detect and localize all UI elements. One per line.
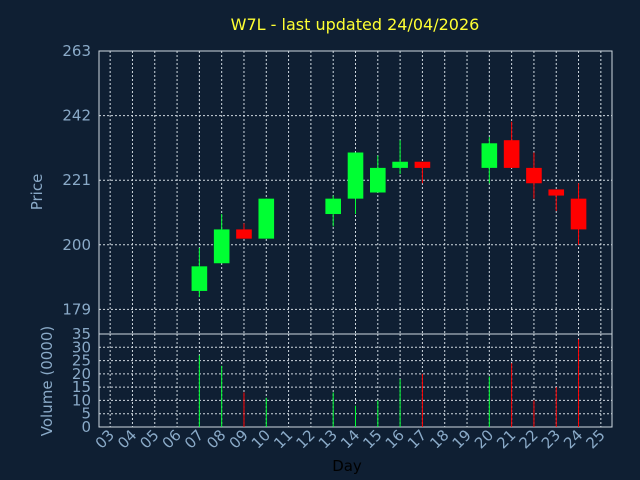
candle-21 <box>503 121 520 168</box>
volume-bars <box>198 339 580 427</box>
volume-tick-label: 15 <box>72 378 91 396</box>
volume-tick-label: 25 <box>72 352 91 370</box>
price-tick-label: 200 <box>62 236 91 254</box>
candle-body <box>369 167 386 193</box>
candle-body <box>414 161 431 168</box>
candle-body <box>481 143 498 168</box>
candle-body <box>325 198 342 215</box>
candle-15 <box>369 155 386 193</box>
price-axis-ticks: 179 200 221 242 263 <box>62 42 91 318</box>
volume-tick-label: 35 <box>72 325 91 343</box>
candle-body <box>236 229 252 239</box>
candle-17 <box>414 161 431 184</box>
volume-tick-label: 20 <box>72 365 91 383</box>
chart-title: W7L - last updated 24/04/2026 <box>231 15 480 34</box>
price-tick-label: 263 <box>62 42 91 60</box>
price-tick-label: 242 <box>62 107 91 125</box>
price-panel: 179 200 221 242 263 Price <box>28 42 613 335</box>
candle-body <box>503 140 520 168</box>
candles <box>191 121 587 298</box>
volume-tick-label: 0 <box>81 418 91 436</box>
candle-23 <box>548 189 565 211</box>
price-tick-label: 179 <box>62 300 91 318</box>
candle-13 <box>325 195 342 227</box>
candle-body <box>570 198 587 230</box>
day-axis-label: Day <box>332 457 362 475</box>
candle-16 <box>392 140 408 175</box>
candle-07 <box>191 247 208 298</box>
candle-10 <box>258 198 275 239</box>
candle-body <box>258 198 275 239</box>
candle-22 <box>526 152 542 199</box>
candle-body <box>526 167 542 184</box>
volume-axis-label: Volume (0000) <box>38 326 56 436</box>
volume-tick-label: 5 <box>81 405 91 423</box>
day-axis-ticks: 0304050607080910111213141516171819202122… <box>92 426 609 452</box>
candle-body <box>191 266 208 291</box>
candle-body <box>347 152 364 199</box>
candle-body <box>548 189 565 196</box>
candle-08 <box>213 214 230 264</box>
candle-body <box>392 161 408 168</box>
candle-body <box>213 229 230 264</box>
candle-09 <box>236 223 252 239</box>
candle-20 <box>481 137 498 184</box>
candle-24 <box>570 183 587 245</box>
volume-tick-label: 10 <box>72 391 91 409</box>
candle-14 <box>347 152 364 215</box>
day-tick-label: 25 <box>582 426 608 452</box>
volume-tick-label: 30 <box>72 338 91 356</box>
price-axis-label: Price <box>28 174 46 211</box>
price-tick-label: 221 <box>62 171 91 189</box>
